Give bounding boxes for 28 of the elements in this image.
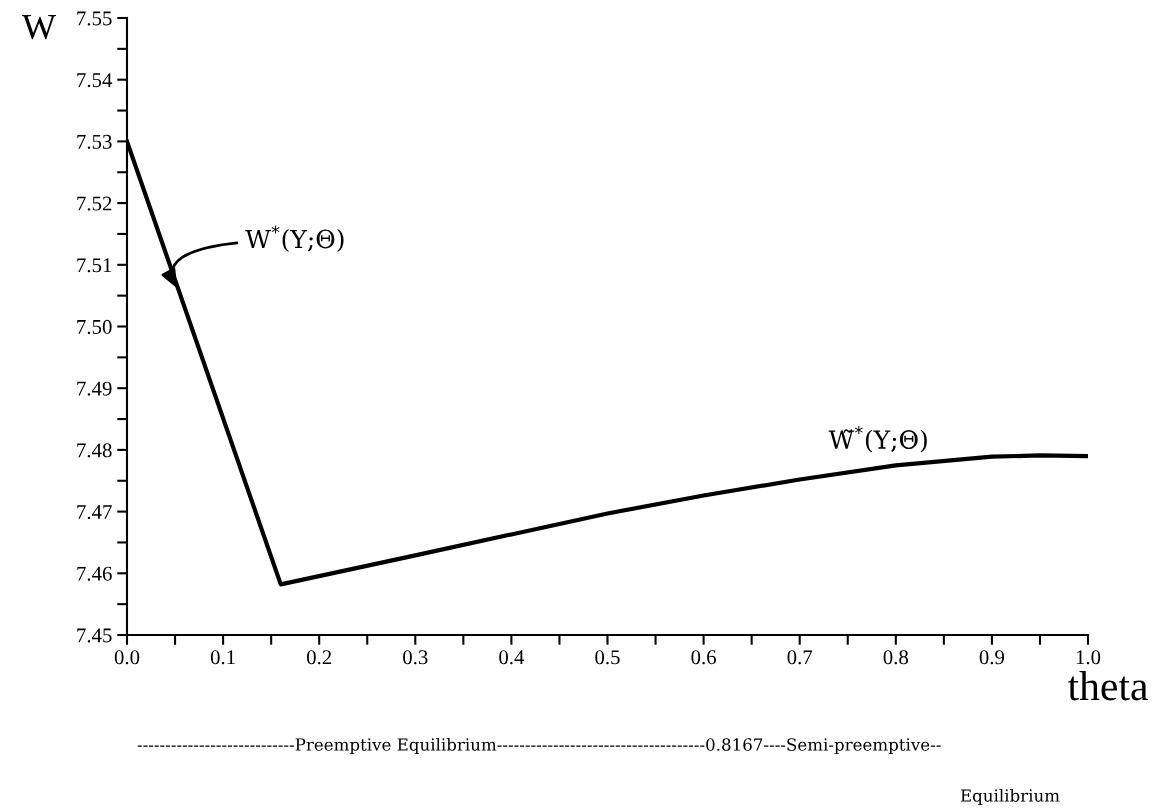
y-tick-label: 7.48	[77, 443, 112, 458]
y-tick-label: 7.52	[77, 196, 112, 211]
x-tick-label: 0.4	[499, 650, 525, 665]
y-tick-label: 7.47	[77, 505, 112, 520]
y-tick-label: 7.54	[77, 73, 113, 88]
x-tick-label: 1.0	[1076, 650, 1101, 665]
x-tick-label: 0.3	[403, 650, 428, 665]
y-tick-label: 7.51	[77, 258, 112, 273]
x-tick-label: 0.1	[210, 650, 235, 665]
annotation: W$^{*}$(Y;Θ)	[245, 225, 344, 252]
text: Equilibrium	[960, 788, 1060, 806]
y-tick-label: 7.53	[77, 134, 112, 149]
annotation: W̃$^{*}$(Y;Θ)	[828, 426, 927, 453]
y-tick-label: 7.55	[77, 11, 112, 26]
y-tick-label: 7.46	[77, 566, 112, 581]
x-tick-label: 0.6	[691, 650, 716, 665]
x-tick-label: 0.9	[979, 650, 1005, 665]
y-tick-label: 7.49	[77, 381, 112, 396]
x-tick-label: 0.0	[114, 650, 140, 665]
x-tick-label: 0.2	[306, 650, 332, 665]
x-tick-label: 0.7	[787, 650, 813, 665]
y-tick-label: 7.50	[77, 319, 112, 335]
y-axis-title: W	[22, 15, 57, 40]
y-tick-label: 7.45	[77, 628, 112, 643]
x-tick-label: 0.5	[595, 650, 620, 665]
text: ----------------------------Preemptive Equilibrium-------------------------------------0.8167----Semi-preemptive--	[137, 737, 941, 755]
x-tick-label: 0.8	[883, 650, 909, 665]
x-axis-title: theta	[1067, 671, 1148, 701]
